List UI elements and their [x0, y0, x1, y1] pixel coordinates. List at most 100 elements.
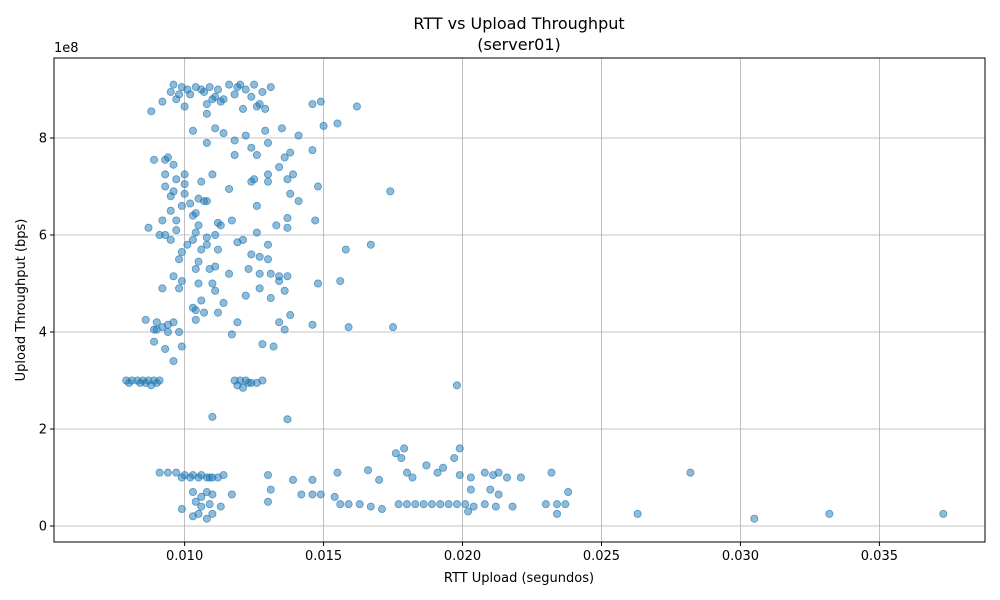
- data-point: [352, 102, 361, 111]
- data-point: [286, 148, 295, 157]
- data-point: [161, 344, 170, 353]
- data-point: [502, 473, 511, 482]
- data-point: [150, 325, 159, 334]
- data-point: [261, 126, 270, 135]
- data-point: [466, 485, 475, 494]
- data-point: [247, 250, 256, 259]
- data-point: [252, 201, 261, 210]
- data-point: [188, 235, 197, 244]
- data-point: [225, 184, 234, 193]
- data-point: [150, 155, 159, 164]
- data-point: [400, 444, 409, 453]
- data-point: [464, 507, 473, 516]
- y-tick-label: 2: [39, 423, 47, 438]
- data-point: [255, 252, 264, 261]
- data-point: [188, 126, 197, 135]
- data-point: [169, 357, 178, 366]
- data-point: [247, 177, 256, 186]
- data-point: [244, 264, 253, 273]
- data-point: [208, 95, 217, 104]
- data-point: [336, 500, 345, 509]
- data-point: [244, 378, 253, 387]
- data-point: [147, 107, 156, 116]
- x-axis-label: RTT Upload (segundos): [444, 571, 594, 586]
- data-point: [286, 189, 295, 198]
- data-point: [316, 490, 325, 499]
- data-point: [333, 119, 342, 128]
- data-point: [194, 473, 203, 482]
- data-point: [294, 197, 303, 206]
- data-point: [197, 502, 206, 511]
- x-tick-label: 0.025: [583, 549, 620, 564]
- data-point: [355, 500, 364, 509]
- data-point: [263, 471, 272, 480]
- data-point: [161, 155, 170, 164]
- data-point: [541, 500, 550, 509]
- data-point: [194, 279, 203, 288]
- y-tick-label: 8: [39, 132, 47, 147]
- data-point: [263, 138, 272, 147]
- grid: [54, 58, 985, 542]
- data-point: [230, 90, 239, 99]
- x-tick-label: 0.010: [166, 549, 203, 564]
- data-point: [227, 490, 236, 499]
- data-point: [172, 468, 181, 477]
- data-point: [263, 177, 272, 186]
- data-point: [261, 104, 270, 113]
- data-point: [180, 170, 189, 179]
- data-point: [411, 500, 420, 509]
- data-point: [208, 412, 217, 421]
- data-point: [494, 468, 503, 477]
- data-point: [213, 245, 222, 254]
- data-point: [266, 83, 275, 92]
- data-point: [330, 492, 339, 501]
- data-point: [408, 473, 417, 482]
- data-point: [283, 175, 292, 184]
- data-point: [377, 505, 386, 514]
- data-point: [172, 95, 181, 104]
- data-point: [191, 315, 200, 324]
- chart-title: RTT vs Upload Throughput: [413, 14, 624, 33]
- data-point: [547, 468, 556, 477]
- data-point: [494, 490, 503, 499]
- data-point: [205, 264, 214, 273]
- data-point: [466, 473, 475, 482]
- data-point: [233, 318, 242, 327]
- data-point: [233, 238, 242, 247]
- data-point: [202, 514, 211, 523]
- data-point: [275, 277, 284, 286]
- data-point: [294, 131, 303, 140]
- data-point: [158, 97, 167, 106]
- data-point: [314, 279, 323, 288]
- data-point: [166, 192, 175, 201]
- data-point: [433, 468, 442, 477]
- data-point: [391, 449, 400, 458]
- data-point: [422, 461, 431, 470]
- data-point: [250, 80, 259, 89]
- data-point: [211, 286, 220, 295]
- data-point: [169, 160, 178, 169]
- data-point: [427, 500, 436, 509]
- data-point: [208, 473, 217, 482]
- data-point: [175, 328, 184, 337]
- data-point: [366, 502, 375, 511]
- data-point: [266, 485, 275, 494]
- data-point: [553, 500, 562, 509]
- data-point: [277, 124, 286, 133]
- data-point: [561, 500, 570, 509]
- data-point: [191, 497, 200, 506]
- data-point: [202, 240, 211, 249]
- data-point: [186, 473, 195, 482]
- data-point: [252, 102, 261, 111]
- data-point: [252, 150, 261, 159]
- data-point: [450, 454, 459, 463]
- x-tick-label: 0.015: [305, 549, 342, 564]
- data-point: [225, 269, 234, 278]
- data-point: [161, 170, 170, 179]
- data-point: [480, 468, 489, 477]
- y-tick-label: 0: [39, 519, 47, 534]
- data-point: [213, 85, 222, 94]
- data-point: [269, 342, 278, 351]
- data-point: [247, 92, 256, 101]
